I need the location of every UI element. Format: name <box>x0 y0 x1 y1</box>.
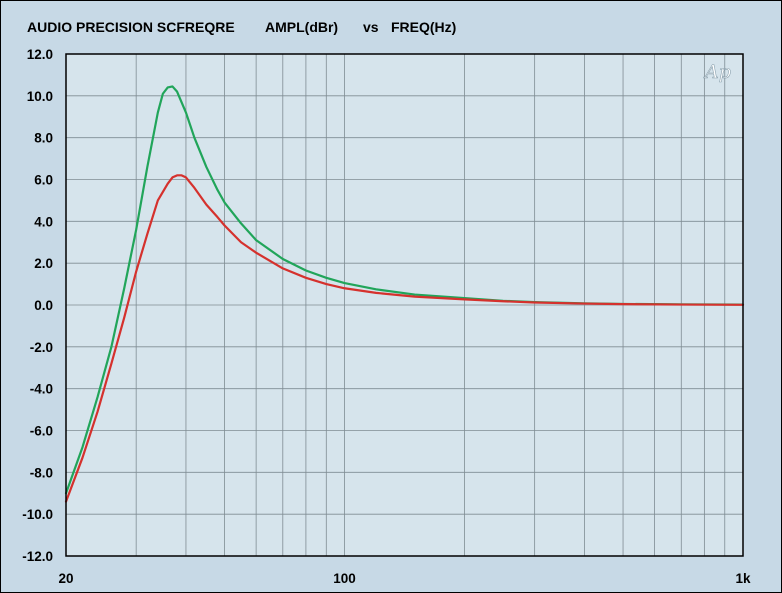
y-tick-label: -2.0 <box>30 340 53 355</box>
y-tick-label: 0.0 <box>34 298 53 313</box>
y-tick-label: -8.0 <box>30 465 53 480</box>
y-tick-label: 2.0 <box>34 256 53 271</box>
y-tick-label: 6.0 <box>34 173 53 188</box>
y-axis-ticks: 12.0 10.0 8.0 6.0 4.0 2.0 0.0 -2.0 -4.0 -6.0 -8.0 -… <box>22 47 53 564</box>
y-tick-label: -12.0 <box>22 549 53 564</box>
x-tick-label: 100 <box>333 571 356 586</box>
y-tick-label: 12.0 <box>27 47 53 62</box>
title-part-xunit: FREQ(Hz) <box>391 19 456 35</box>
grid <box>66 54 743 556</box>
x-tick-label: 1k <box>735 571 751 586</box>
plot-border <box>65 53 744 557</box>
series-line-2 <box>64 174 745 503</box>
title-part-vs: vs <box>363 19 379 35</box>
y-tick-label: 10.0 <box>27 89 53 104</box>
title-part-yunit: AMPL(dBr) <box>265 19 338 35</box>
y-tick-label: 8.0 <box>34 131 53 146</box>
x-axis-ticks: 20 100 1k <box>58 571 751 586</box>
y-tick-label: -10.0 <box>22 507 53 522</box>
title-part-source: AUDIO PRECISION SCFREQRE <box>27 19 235 35</box>
y-tick-label: 4.0 <box>34 214 53 229</box>
series-layer <box>64 85 745 503</box>
y-tick-label: -4.0 <box>30 382 53 397</box>
y-tick-label: -6.0 <box>30 424 53 439</box>
x-tick-label: 20 <box>58 571 73 586</box>
ap-logo: Ap <box>703 61 731 83</box>
